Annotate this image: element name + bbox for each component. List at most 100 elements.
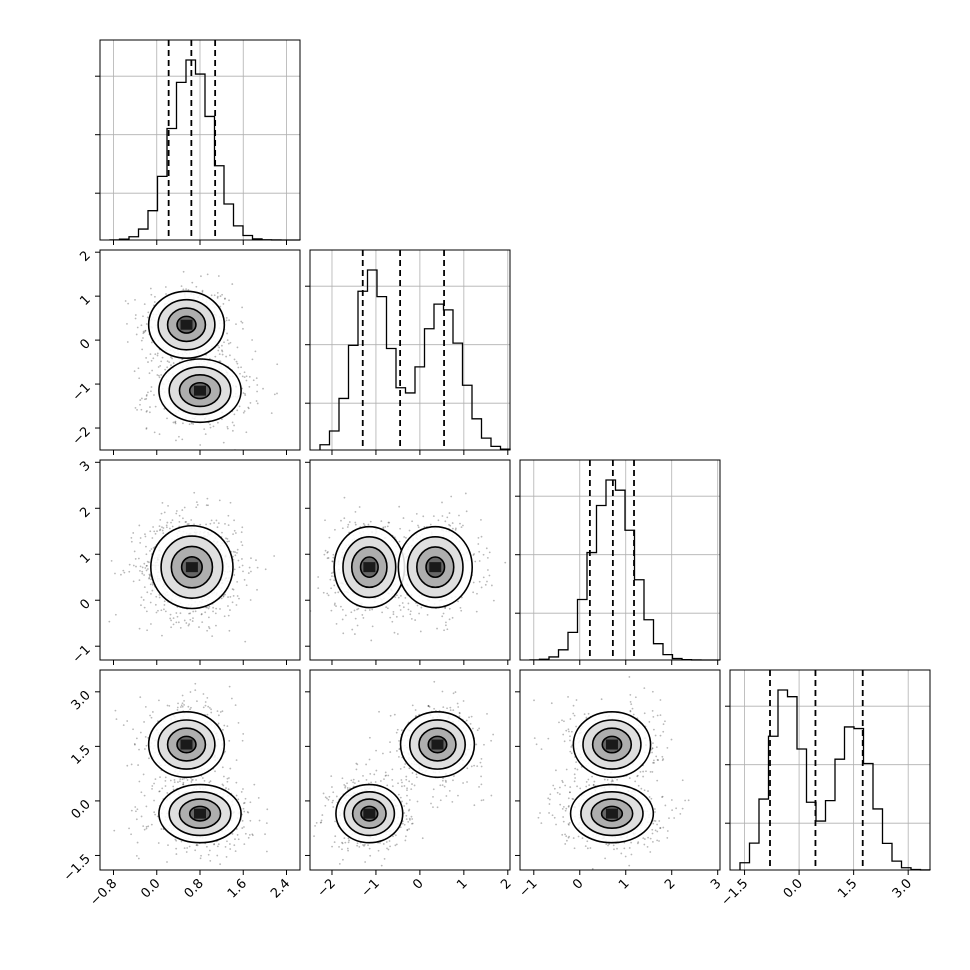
sample-point (149, 575, 151, 578)
sample-point (143, 828, 146, 831)
sample-point (373, 773, 376, 776)
y-tick-label: 0 (77, 336, 93, 352)
sample-point (212, 610, 214, 613)
sample-point (670, 738, 673, 741)
sample-point (161, 634, 163, 637)
sample-point (250, 557, 252, 560)
sample-point (153, 811, 156, 814)
sample-point (600, 698, 603, 701)
sample-point (234, 532, 237, 534)
sample-point (143, 331, 146, 334)
sample-point (231, 429, 234, 432)
sample-point (217, 522, 220, 525)
sample-point (364, 609, 367, 612)
sample-point (236, 362, 239, 365)
sample-point (205, 845, 208, 848)
sample-point (470, 765, 473, 768)
sample-point (449, 709, 452, 712)
sample-point (153, 301, 156, 303)
sample-point (243, 801, 246, 804)
sample-point (355, 768, 358, 771)
sample-point (585, 781, 588, 783)
sample-point (368, 736, 371, 739)
sample-point (320, 819, 323, 822)
sample-point (161, 787, 164, 790)
sample-point (230, 697, 233, 700)
sample-point (190, 779, 193, 781)
sample-point (343, 783, 346, 786)
sample-point (158, 790, 161, 793)
sample-point (150, 390, 152, 393)
sample-point (417, 526, 420, 529)
sample-point (367, 523, 370, 526)
sample-point (226, 840, 228, 843)
sample-point (329, 578, 332, 581)
sample-point (166, 861, 168, 863)
sample-point (430, 802, 432, 805)
sample-point (343, 496, 346, 499)
sample-point (473, 804, 476, 807)
sample-point (656, 779, 659, 782)
sample-point (215, 519, 218, 522)
sample-point (154, 603, 157, 606)
sample-point (157, 609, 159, 612)
sample-point (562, 733, 565, 736)
sample-point (224, 593, 226, 596)
sample-point (399, 527, 402, 530)
sample-point (237, 366, 240, 369)
sample-point (220, 344, 223, 347)
sample-point (342, 858, 344, 861)
sample-point (399, 609, 402, 611)
sample-point (410, 815, 413, 818)
sample-point (341, 841, 343, 844)
sample-point (340, 519, 342, 522)
sample-point (476, 592, 478, 595)
sample-point (358, 506, 361, 508)
sample-point (196, 504, 199, 506)
sample-point (189, 612, 192, 615)
sample-point (217, 722, 220, 725)
sample-point (324, 549, 327, 552)
sample-point (149, 406, 151, 408)
sample-point (427, 705, 430, 708)
sample-point (165, 526, 168, 529)
sample-point (249, 819, 252, 822)
sample-point (182, 517, 184, 520)
sample-point (145, 569, 148, 572)
sample-point (147, 391, 149, 394)
pair-content (108, 491, 276, 643)
sample-point (207, 607, 210, 610)
sample-point (243, 843, 246, 846)
sample-point (354, 617, 357, 620)
sample-point (407, 820, 410, 823)
sample-point (404, 596, 407, 599)
sample-point (165, 293, 167, 295)
pair-panel-3-2 (515, 669, 721, 875)
sample-point (472, 591, 475, 594)
contour-line (160, 535, 224, 599)
sample-point (606, 778, 609, 781)
sample-point (157, 366, 160, 368)
sample-point (195, 779, 197, 781)
sample-point (169, 779, 172, 782)
sample-point (398, 739, 400, 742)
sample-point (177, 702, 179, 705)
sample-point (443, 785, 446, 788)
sample-point (477, 536, 480, 539)
sample-point (446, 707, 448, 710)
sample-point (407, 608, 410, 611)
sample-point (351, 628, 354, 631)
sample-point (238, 566, 241, 569)
sample-point (225, 856, 228, 858)
sample-point (158, 376, 161, 379)
pair-content (113, 682, 269, 866)
sample-point (477, 543, 480, 545)
sample-point (448, 523, 450, 526)
sample-point (174, 420, 177, 423)
sample-point (436, 806, 439, 809)
sample-point (158, 525, 161, 528)
sample-point (142, 315, 144, 318)
sample-point (326, 592, 329, 595)
sample-point (344, 786, 347, 789)
sample-point (387, 521, 390, 524)
